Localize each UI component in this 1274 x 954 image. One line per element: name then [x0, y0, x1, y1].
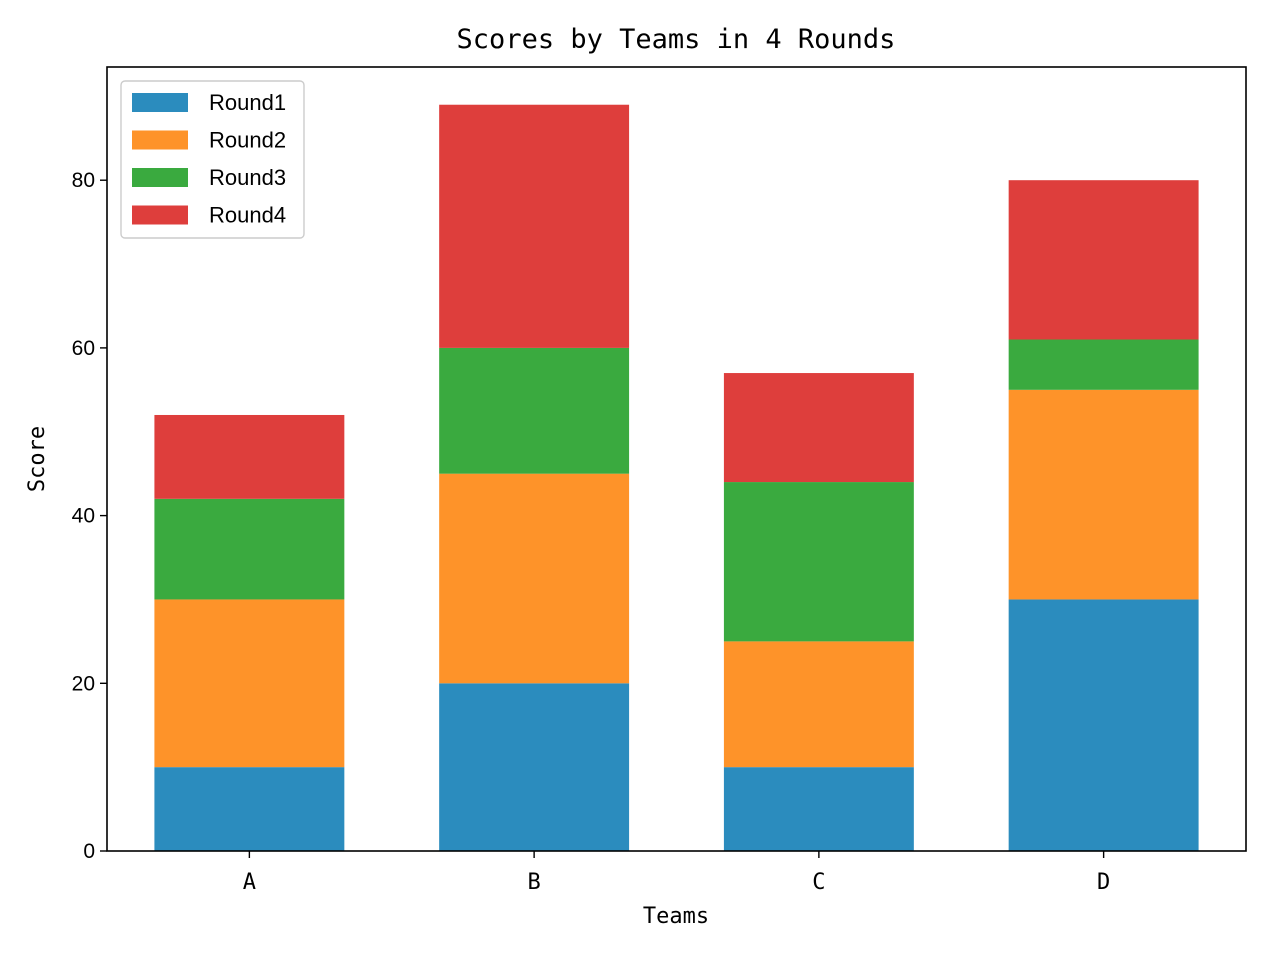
y-tick-label: 20 [72, 672, 95, 695]
x-tick-label: B [528, 870, 541, 895]
legend-swatch-round3 [132, 168, 188, 187]
bar-C-round1 [723, 767, 914, 851]
legend: Round1 Round2 Round3 Round4 [120, 80, 305, 239]
bar-A-round2 [154, 599, 345, 768]
bar-D-round2 [1008, 389, 1199, 600]
legend-swatch-round4 [132, 205, 188, 225]
x-tick-label: C [812, 870, 825, 895]
legend-swatch-round2 [132, 130, 188, 150]
plot-frame [106, 66, 1247, 852]
bar-A-round1 [154, 767, 345, 851]
bar-B-round1 [439, 683, 630, 851]
x-axis: A B C D [243, 851, 1110, 895]
chart-title: Scores by Teams in 4 Rounds [457, 24, 896, 55]
legend-label-round3: Round3 [209, 165, 286, 190]
bar-C-round2 [723, 641, 914, 768]
bar-D-round3 [1008, 339, 1199, 390]
x-axis-label: Teams [643, 904, 709, 929]
x-tick-label: A [243, 870, 256, 895]
y-tick-label: 80 [72, 169, 95, 192]
y-tick-label: 0 [83, 840, 95, 863]
bar-B-round2 [439, 473, 630, 684]
y-tick-label: 60 [72, 337, 95, 360]
bar-C-round3 [723, 482, 914, 642]
bar-C-round4 [723, 373, 914, 483]
bars-group [154, 104, 1199, 851]
legend-label-round2: Round2 [209, 128, 286, 153]
bar-D-round4 [1008, 180, 1199, 340]
legend-label-round1: Round1 [209, 90, 286, 115]
y-axis-label: Score [25, 426, 50, 492]
bar-D-round1 [1008, 599, 1199, 851]
bar-A-round3 [154, 498, 345, 600]
legend-swatch-round1 [132, 93, 188, 112]
y-axis: 0 20 40 60 80 [72, 169, 107, 863]
bar-B-round3 [439, 347, 630, 474]
x-tick-label: D [1097, 870, 1110, 895]
legend-frame [120, 80, 305, 239]
legend-label-round4: Round4 [209, 203, 286, 228]
bar-B-round4 [439, 104, 630, 348]
bar-A-round4 [154, 414, 345, 499]
y-tick-label: 40 [72, 505, 95, 528]
